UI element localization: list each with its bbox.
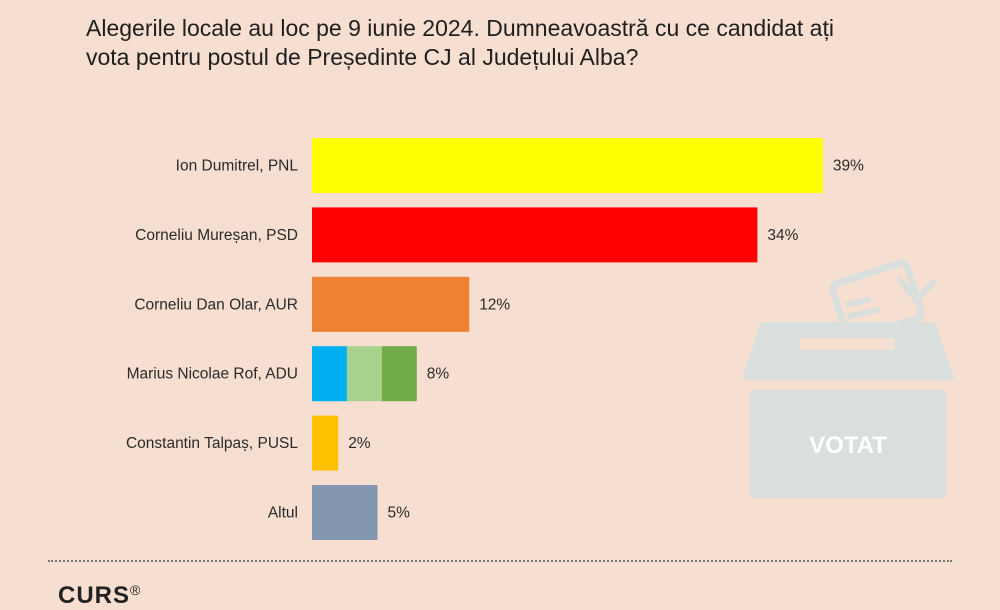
ballot-box-body [750, 390, 946, 498]
ballot-box-lid [742, 322, 955, 380]
bar-segment [381, 346, 417, 402]
curs-logo-text: CURS [58, 582, 131, 609]
category-label: Corneliu Mureșan, PSD [135, 227, 298, 244]
bar-chart: Ion Dumitrel, PNL 39% Corneliu Mureșan, PS… [126, 138, 955, 540]
chart-title-line-1: Alegerile locale au loc pe 9 iunie 2024.… [86, 15, 834, 41]
votat-label: VOTAT [809, 432, 887, 459]
curs-logo: CURS® [58, 582, 141, 610]
value-label: 39% [833, 158, 864, 175]
bar [312, 138, 823, 193]
chart-title: Alegerile locale au loc pe 9 iunie 2024.… [86, 14, 966, 72]
category-label: Marius Nicolae Rof, ADU [127, 366, 298, 383]
bars-layer: Ion Dumitrel, PNL 39% Corneliu Mureșan, PS… [126, 138, 864, 540]
value-label: 12% [479, 296, 510, 313]
value-label: 2% [348, 435, 371, 452]
bar [312, 415, 339, 471]
ballot-box-icon: VOTAT [742, 259, 955, 498]
category-label: Altul [268, 505, 298, 522]
category-label: Ion Dumitrel, PNL [176, 158, 299, 175]
category-label: Constantin Talpaș, PUSL [126, 435, 298, 452]
bar [312, 207, 758, 263]
bar-segment [346, 346, 382, 402]
category-label: Corneliu Dan Olar, AUR [134, 296, 298, 313]
bar [312, 276, 470, 332]
value-label: 34% [767, 227, 798, 244]
bar-segment [312, 346, 347, 402]
bar [312, 485, 378, 540]
value-label: 8% [427, 366, 450, 383]
value-label: 5% [388, 505, 411, 522]
chart-title-line-2: vota pentru postul de Președinte CJ al J… [86, 44, 639, 70]
footer-divider [48, 560, 952, 562]
ballot-slot [800, 338, 895, 350]
registered-mark: ® [130, 582, 142, 598]
